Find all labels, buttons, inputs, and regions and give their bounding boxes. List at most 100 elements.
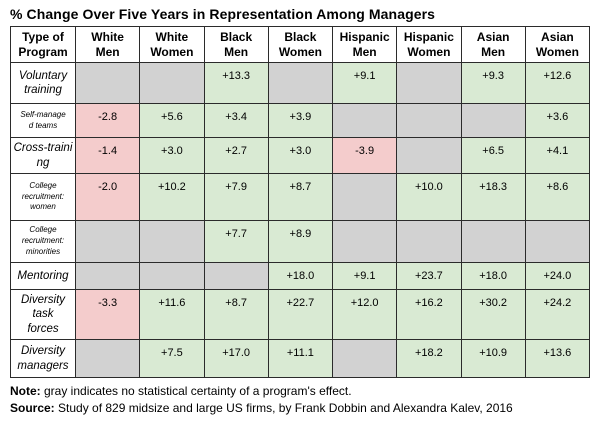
column-header: Asian Women [524,26,591,63]
table-body: Voluntary training +13.3 +9.1 +9.3 +12.6 Self… [10,62,591,378]
cell-no-effect [74,262,141,290]
cell-no-effect [460,220,526,263]
cell-no-effect [460,103,526,138]
row-label: Mentoring [10,262,76,290]
column-header: Black Men [203,26,269,63]
cell-value: +24.2 [524,289,591,340]
cell-value: +9.1 [331,262,398,290]
table-row: Diversity managers +7.5 +17.0 +11.1 +18.2 +10… [10,339,591,378]
row-label: Voluntary training [10,62,76,104]
cell-no-effect [396,137,462,174]
row-label: Diversity managers [10,339,76,378]
cell-value: +12.0 [331,289,398,340]
cell-value: +11.1 [267,339,334,378]
cell-value: +16.2 [396,289,462,340]
cell-value: +9.3 [460,62,526,104]
row-label: College recruitment: women [10,173,76,221]
row-label: College recruitment: minorities [10,220,76,263]
cell-value: +3.0 [139,137,205,174]
page-title: % Change Over Five Years in Representati… [10,6,436,22]
cell-value: +18.0 [267,262,334,290]
cell-no-effect [396,220,462,263]
cell-value: +4.1 [524,137,591,174]
cell-value: +10.0 [396,173,462,221]
source-label: Source: [10,400,55,415]
note-label: Note: [10,384,41,398]
footnotes: Note: gray indicates no statistical cert… [10,383,600,417]
cell-no-effect [267,62,334,104]
cell-value: +7.5 [139,339,205,378]
cell-value: +9.1 [331,62,398,104]
cell-value: +10.2 [139,173,205,221]
cell-value: +2.7 [203,137,269,174]
cell-value: +18.3 [460,173,526,221]
cell-value: +8.6 [524,173,591,221]
cell-value: -3.3 [74,289,141,340]
column-header: Black Women [267,26,334,63]
cell-no-effect [139,62,205,104]
cell-value: +3.6 [524,103,591,138]
cell-value: +10.9 [460,339,526,378]
cell-value: -2.8 [74,103,141,138]
column-header: Hispanic Women [396,26,462,63]
cell-value: +7.9 [203,173,269,221]
representation-change-table: Type of Program White Men White Women Black… [10,26,591,378]
row-label: Diversity task forces [10,289,76,340]
cell-no-effect [74,220,141,263]
cell-value: +3.4 [203,103,269,138]
cell-value: +12.6 [524,62,591,104]
table-row: Mentoring +18.0 +9.1 +23.7 +18.0 +24.0 [10,262,591,290]
table-row: College recruitment: minorities +7.7 +8.9 [10,220,591,263]
cell-value: +3.9 [267,103,334,138]
cell-value: +5.6 [139,103,205,138]
cell-no-effect [396,62,462,104]
cell-no-effect [203,262,269,290]
corner-header-type-of-program: Type of Program [10,26,76,63]
column-header: White Women [139,26,205,63]
table-row: Self-manage d teams -2.8 +5.6 +3.4 +3.9 +3.6 [10,103,591,138]
cell-no-effect [331,103,398,138]
table-row: College recruitment: women -2.0 +10.2 +7.9 +… [10,173,591,221]
note-line: Note: gray indicates no statistical cert… [10,383,600,400]
cell-value: +18.0 [460,262,526,290]
header-row: Type of Program White Men White Women Black… [10,26,591,63]
table-row: Cross-traini ng -1.4 +3.0 +2.7 +3.0 -3.9 +6.5 +… [10,137,591,174]
note-text: gray indicates no statistical certainty … [40,384,352,398]
cell-no-effect [331,339,398,378]
table-row: Diversity task forces -3.3 +11.6 +8.7 +22.7 +… [10,289,591,340]
column-header: Hispanic Men [331,26,398,63]
row-label: Cross-traini ng [10,137,76,174]
cell-value: +3.0 [267,137,334,174]
cell-no-effect [524,220,591,263]
cell-no-effect [139,220,205,263]
cell-value: +24.0 [524,262,591,290]
cell-value: +17.0 [203,339,269,378]
cell-no-effect [74,339,141,378]
table-row: Voluntary training +13.3 +9.1 +9.3 +12.6 [10,62,591,104]
cell-value: -2.0 [74,173,141,221]
cell-value: +23.7 [396,262,462,290]
cell-value: +13.3 [203,62,269,104]
source-text: Study of 829 midsize and large US firms,… [54,400,513,415]
cell-value: +18.2 [396,339,462,378]
cell-no-effect [139,262,205,290]
cell-value: +8.9 [267,220,334,263]
row-label: Self-manage d teams [10,103,76,138]
cell-value: +7.7 [203,220,269,263]
cell-no-effect [396,103,462,138]
cell-value: +13.6 [524,339,591,378]
cell-value: -1.4 [74,137,141,174]
cell-value: +11.6 [139,289,205,340]
source-line: Source: Study of 829 midsize and large U… [10,400,600,417]
cell-no-effect [331,173,398,221]
cell-value: +8.7 [203,289,269,340]
cell-value: +22.7 [267,289,334,340]
cell-no-effect [74,62,141,104]
cell-no-effect [331,220,398,263]
cell-value: +6.5 [460,137,526,174]
column-header: Asian Men [460,26,526,63]
column-header: White Men [74,26,141,63]
cell-value: +30.2 [460,289,526,340]
table-header: Type of Program White Men White Women Black… [10,26,591,63]
